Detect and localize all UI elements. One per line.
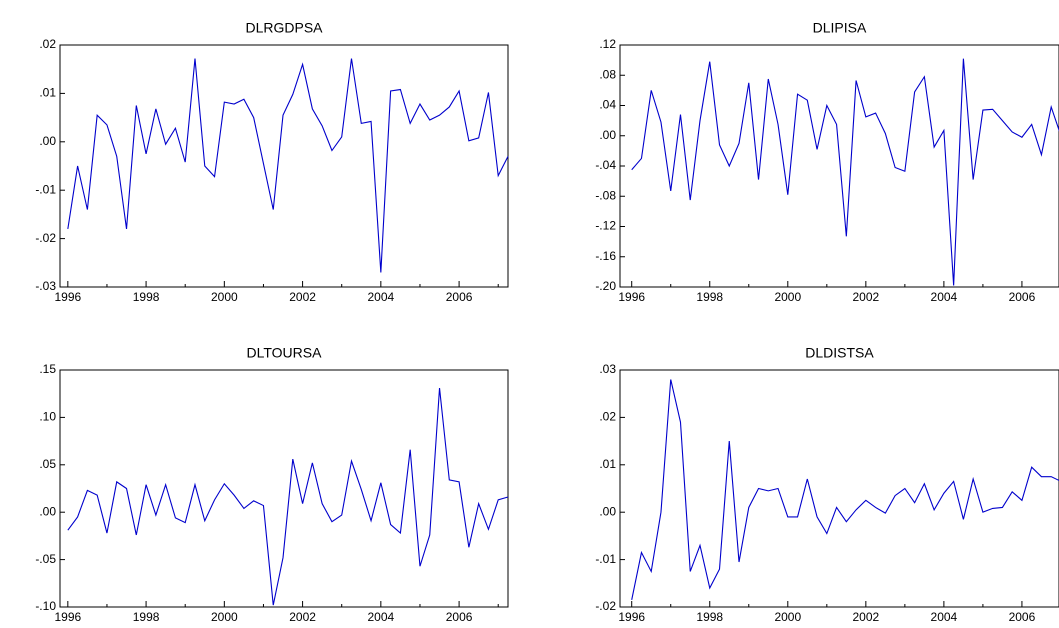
y-tick-label: .10 (39, 410, 56, 424)
y-tick-label: .08 (599, 67, 616, 81)
chart-title: DLTOURSA (247, 345, 323, 361)
x-tick-label: 2006 (446, 610, 473, 624)
chart-title: DLIPISA (813, 20, 867, 36)
y-tick-label: .02 (39, 37, 56, 51)
x-tick-label: 1996 (618, 610, 645, 624)
y-tick-label: -.03 (35, 279, 56, 293)
x-tick-label: 1996 (54, 290, 81, 304)
series-line (67, 58, 509, 273)
x-tick-label: 2006 (1009, 290, 1036, 304)
chart-title: DLDISTSA (805, 345, 874, 361)
y-tick-label: -.01 (595, 552, 616, 566)
series-line (631, 379, 1059, 601)
x-tick-label: 1998 (133, 290, 160, 304)
y-tick-label: -.12 (595, 219, 616, 233)
x-tick-label: 2000 (211, 610, 238, 624)
y-tick-label: .15 (39, 362, 56, 376)
x-tick-label: 1996 (54, 610, 81, 624)
x-tick-label: 2000 (774, 610, 801, 624)
plot-frame (59, 44, 509, 288)
y-tick-label: .01 (39, 86, 56, 100)
y-tick-label: .00 (599, 128, 616, 142)
x-tick-label: 2002 (289, 610, 316, 624)
y-tick-label: .12 (599, 37, 616, 51)
series-line (67, 387, 509, 606)
y-tick-label: -.04 (595, 158, 616, 172)
x-tick-label: 1998 (696, 610, 723, 624)
x-tick-label: 2004 (931, 610, 958, 624)
y-tick-label: .00 (39, 504, 56, 518)
x-tick-label: 2006 (1009, 610, 1036, 624)
x-tick-label: 2004 (367, 610, 394, 624)
y-tick-label: -.08 (595, 188, 616, 202)
x-tick-label: 2006 (446, 290, 473, 304)
y-tick-label: .00 (39, 134, 56, 148)
x-tick-label: 1998 (133, 610, 160, 624)
x-tick-label: 2002 (852, 290, 879, 304)
y-tick-label: .04 (599, 98, 616, 112)
x-tick-label: 2002 (852, 610, 879, 624)
x-tick-label: 2000 (774, 290, 801, 304)
y-tick-label: -.16 (595, 249, 616, 263)
y-tick-label: .00 (599, 504, 616, 518)
y-tick-label: -.10 (35, 599, 56, 613)
chart-title: DLRGDPSA (245, 20, 323, 36)
y-tick-label: -.01 (35, 182, 56, 196)
plot-frame (59, 369, 509, 608)
x-tick-label: 2004 (367, 290, 394, 304)
y-tick-label: .03 (599, 362, 616, 376)
y-tick-label: -.02 (35, 231, 56, 245)
x-tick-label: 2000 (211, 290, 238, 304)
x-tick-label: 2004 (931, 290, 958, 304)
y-tick-label: -.05 (35, 552, 56, 566)
y-tick-label: -.20 (595, 279, 616, 293)
y-tick-label: .02 (599, 410, 616, 424)
x-tick-label: 1998 (696, 290, 723, 304)
y-tick-label: -.02 (595, 599, 616, 613)
y-tick-label: .05 (39, 457, 56, 471)
x-tick-label: 1996 (618, 290, 645, 304)
plot-frame (619, 369, 1059, 608)
y-tick-label: .01 (599, 457, 616, 471)
x-tick-label: 2002 (289, 290, 316, 304)
series-line (631, 58, 1059, 286)
